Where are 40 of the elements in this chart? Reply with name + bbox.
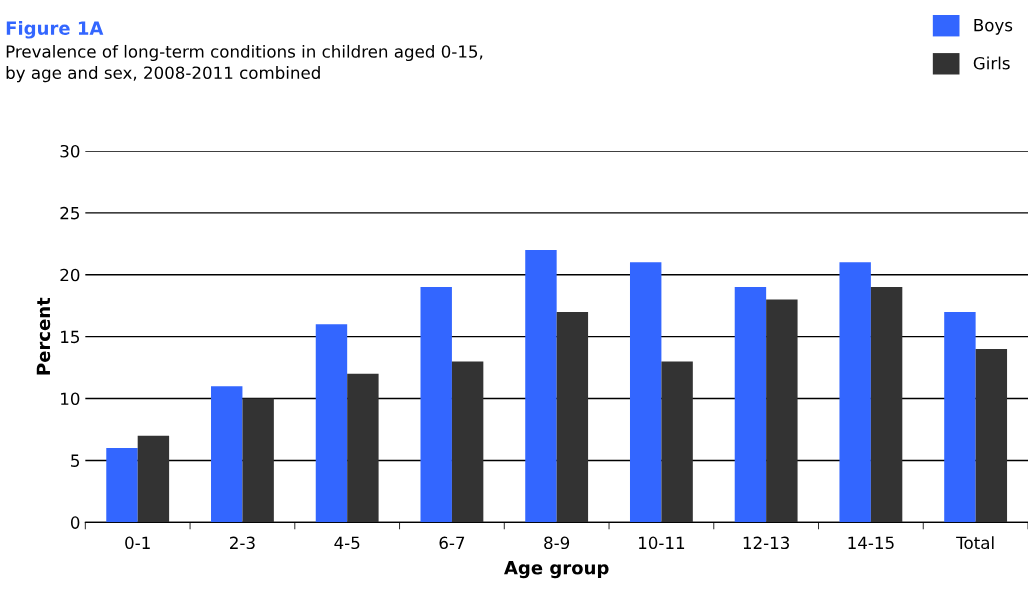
bar [451,361,484,523]
x-tick-label: 6-7 [439,536,465,550]
bar [525,249,557,523]
bar [870,287,903,523]
y-tick-label: 30 [60,144,80,158]
bar [315,324,348,523]
x-tick-label: 14-15 [848,536,894,550]
bar [839,262,871,523]
x-tick-label: Total [956,536,994,550]
y-tick-label: 0 [70,516,80,529]
chart-subtitle: Prevalence of long-term conditions in children aged 0-15, by age and sex, 2008-2011 combined [6,44,483,83]
bar [556,311,589,523]
bar [975,349,1008,523]
x-tick-label: 2-3 [230,536,255,550]
y-tick-label: 20 [60,268,80,282]
y-axis-title: Percent [36,297,51,375]
x-tick-label: 8-9 [544,536,570,550]
bar [734,287,767,523]
x-tick-label: 12-13 [743,536,790,550]
x-tick-label: 4-5 [334,536,360,550]
bar [137,435,170,523]
y-tick-label: 10 [61,392,80,406]
y-tick-label: 25 [60,206,80,220]
bar [242,398,274,523]
chart-title: Figure 1A [6,20,104,39]
bar [420,287,452,523]
legend-label: Boys [974,19,1013,35]
x-tick-label: 10-11 [639,536,685,550]
bar [211,386,243,523]
bar [944,311,976,523]
bar [629,262,662,523]
y-tick-label: 5 [71,454,80,467]
x-tick-label: 0-1 [125,536,150,550]
bar [106,448,138,523]
y-tick-label: 15 [61,330,80,344]
bar [347,373,379,523]
x-axis-title: Age group [504,561,609,579]
bar [661,361,693,523]
legend-label: Girls [973,56,1010,70]
bar [766,299,798,523]
